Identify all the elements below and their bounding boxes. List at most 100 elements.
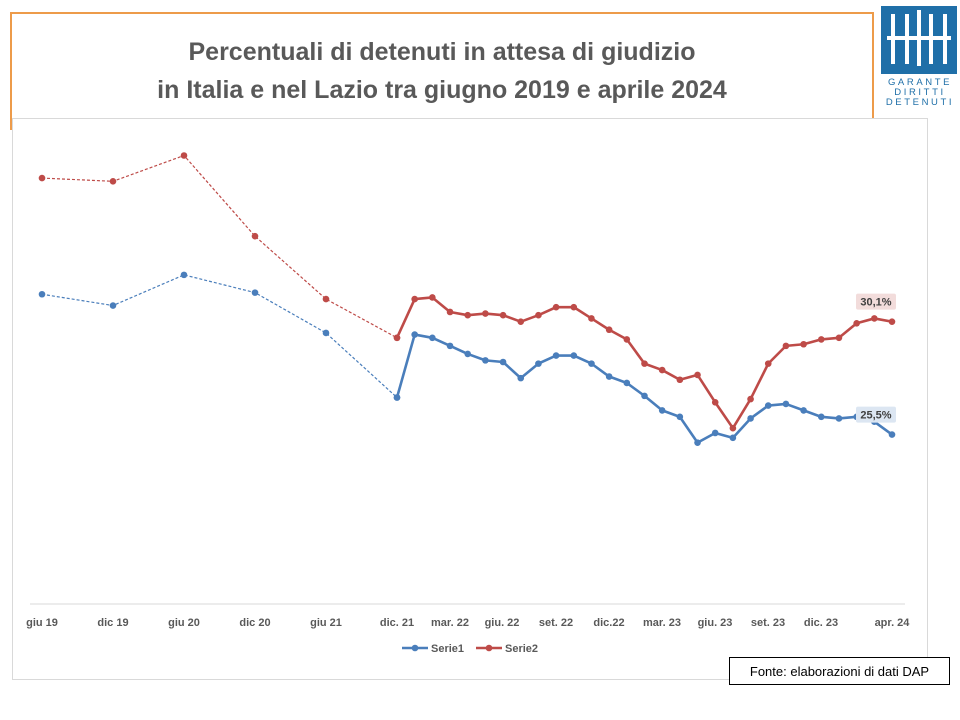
x-tick-label: mar. 22 <box>431 617 469 629</box>
data-point-serie1 <box>605 373 613 380</box>
data-point-serie2 <box>482 310 489 317</box>
data-point-serie2 <box>251 232 259 240</box>
data-point-serie2 <box>835 334 843 342</box>
data-point-serie1 <box>393 394 401 401</box>
data-point-serie2 <box>393 334 401 342</box>
data-point-serie2 <box>38 174 46 182</box>
data-point-serie2 <box>658 366 666 374</box>
legend-marker-serie1 <box>411 644 419 652</box>
data-point-serie2 <box>605 326 613 334</box>
data-point-serie2 <box>535 311 542 319</box>
legend-marker-serie2 <box>485 644 493 652</box>
series-line-early-serie1 <box>41 274 398 398</box>
x-tick-label: giu 20 <box>168 617 200 629</box>
data-point-serie2 <box>499 311 507 319</box>
legend-label-serie2: Serie2 <box>505 643 538 655</box>
series-line-serie1 <box>395 333 893 444</box>
data-point-serie1 <box>800 407 807 414</box>
data-point-serie2 <box>411 295 418 303</box>
data-point-serie2 <box>871 315 878 322</box>
source-note: Fonte: elaborazioni di dati DAP <box>729 657 950 685</box>
garante-logo-mark <box>887 10 951 66</box>
data-point-serie1 <box>658 407 666 414</box>
chart-title-line-1: Percentuali di detenuti in attesa di giu… <box>188 38 696 66</box>
data-point-serie2 <box>623 336 631 343</box>
data-point-serie1 <box>729 434 737 442</box>
data-label-serie2: 30,1% <box>860 297 891 309</box>
data-point-serie2 <box>747 395 754 403</box>
data-point-serie2 <box>429 294 436 301</box>
logo-text: GARANTE DIRITTI DETENUTI <box>881 78 959 108</box>
data-point-serie1 <box>109 302 117 309</box>
data-point-serie1 <box>570 352 578 359</box>
data-point-serie1 <box>623 379 631 387</box>
data-point-serie1 <box>322 329 330 337</box>
data-label-bg-serie1 <box>856 406 896 423</box>
logo-text-line-2: DIRITTI <box>894 87 946 98</box>
data-point-serie2 <box>517 318 525 325</box>
logo-text-line-3: DETENUTI <box>885 97 955 108</box>
data-point-serie1 <box>552 352 560 359</box>
data-point-serie1 <box>499 358 507 366</box>
data-point-serie1 <box>694 439 701 446</box>
data-point-serie2 <box>676 376 684 384</box>
x-tick-label: mar. 23 <box>643 617 681 629</box>
x-tick-label: dic 19 <box>97 617 128 629</box>
legend-label-serie1: Serie1 <box>431 643 464 655</box>
data-point-serie1 <box>535 360 542 367</box>
chart-title-line-2: in Italia e nel Lazio tra giugno 2019 e … <box>157 76 727 104</box>
data-point-serie1 <box>782 400 790 408</box>
x-tick-label: dic 20 <box>239 617 270 629</box>
data-point-serie1 <box>464 350 472 358</box>
data-point-serie2 <box>694 371 701 379</box>
data-point-serie2 <box>711 399 719 406</box>
data-label-serie1: 25,5% <box>860 410 891 422</box>
x-tick-label: giu. 23 <box>698 617 733 629</box>
data-point-serie2 <box>782 342 790 350</box>
x-tick-label: giu. 22 <box>485 617 520 629</box>
data-point-serie1 <box>711 429 719 437</box>
data-point-serie1 <box>482 357 489 364</box>
data-point-serie1 <box>641 392 648 400</box>
x-tick-label: set. 22 <box>539 617 573 629</box>
data-point-serie1 <box>429 334 436 342</box>
data-point-serie2 <box>817 336 825 343</box>
data-point-serie2 <box>641 360 648 367</box>
x-tick-label: dic. 23 <box>804 617 838 629</box>
data-point-serie2 <box>464 311 472 319</box>
x-tick-label: dic. 21 <box>380 617 414 629</box>
data-point-serie2 <box>552 303 560 311</box>
data-point-serie2 <box>800 340 807 348</box>
data-point-serie1 <box>588 360 595 367</box>
data-point-serie2 <box>109 178 117 185</box>
data-point-serie1 <box>38 290 46 298</box>
data-point-serie1 <box>764 402 772 409</box>
data-point-serie1 <box>817 413 825 421</box>
series-line-early-serie2 <box>41 154 398 339</box>
logo-text-line-1: GARANTE <box>887 77 953 88</box>
garante-logo-icon <box>881 6 957 74</box>
data-point-serie1 <box>747 415 754 422</box>
data-point-serie1 <box>446 342 454 350</box>
data-point-serie1 <box>835 415 843 422</box>
data-point-serie2 <box>729 424 737 432</box>
data-point-serie2 <box>888 318 896 325</box>
data-point-serie1 <box>676 413 684 421</box>
data-point-serie2 <box>322 295 330 303</box>
data-point-serie2 <box>446 308 454 316</box>
data-point-serie1 <box>411 331 418 338</box>
data-point-serie2 <box>570 303 578 311</box>
data-point-serie2 <box>180 152 188 159</box>
x-tick-label: set. 23 <box>751 617 785 629</box>
data-point-serie2 <box>853 319 860 327</box>
data-point-serie1 <box>180 271 188 279</box>
x-tick-label: apr. 24 <box>875 617 911 629</box>
data-label-bg-serie2 <box>856 293 896 310</box>
x-tick-label: dic.22 <box>593 617 624 629</box>
data-point-serie1 <box>251 289 259 296</box>
x-tick-label: giu 19 <box>26 617 58 629</box>
x-tick-label: giu 21 <box>310 617 342 629</box>
chart-title-box: Percentuali di detenuti in attesa di giu… <box>10 12 874 130</box>
data-point-serie2 <box>764 360 772 367</box>
